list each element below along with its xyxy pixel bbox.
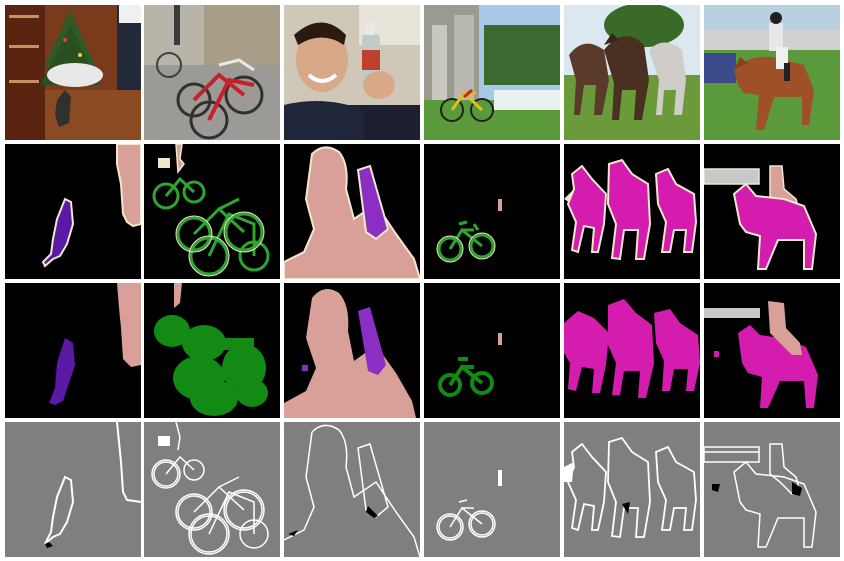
pred-horse-rider bbox=[704, 283, 840, 418]
photo-horses bbox=[564, 5, 700, 140]
gt-christmas-dog bbox=[5, 144, 141, 279]
pred-horses bbox=[564, 283, 700, 418]
boundary-man-bottle bbox=[284, 422, 420, 557]
gt-horse-rider bbox=[704, 144, 840, 279]
pred-bicycles bbox=[144, 283, 280, 418]
photo-bicycle-dam bbox=[424, 5, 560, 140]
boundary-christmas-dog bbox=[5, 422, 141, 557]
pred-man-bottle bbox=[284, 283, 420, 418]
gt-man-bottle bbox=[284, 144, 420, 279]
photo-bicycles bbox=[144, 5, 280, 140]
gt-bicycles bbox=[144, 144, 280, 279]
gt-horses bbox=[564, 144, 700, 279]
gt-bicycle-dam bbox=[424, 144, 560, 279]
photo-man-bottle bbox=[284, 5, 420, 140]
pred-christmas-dog bbox=[5, 283, 141, 418]
photo-christmas-dog bbox=[5, 5, 141, 140]
boundary-horses bbox=[564, 422, 700, 557]
boundary-horse-rider bbox=[704, 422, 840, 557]
boundary-bicycle-dam bbox=[424, 422, 560, 557]
photo-horse-rider bbox=[704, 5, 840, 140]
boundary-bicycles bbox=[144, 422, 280, 557]
pred-bicycle-dam bbox=[424, 283, 560, 418]
